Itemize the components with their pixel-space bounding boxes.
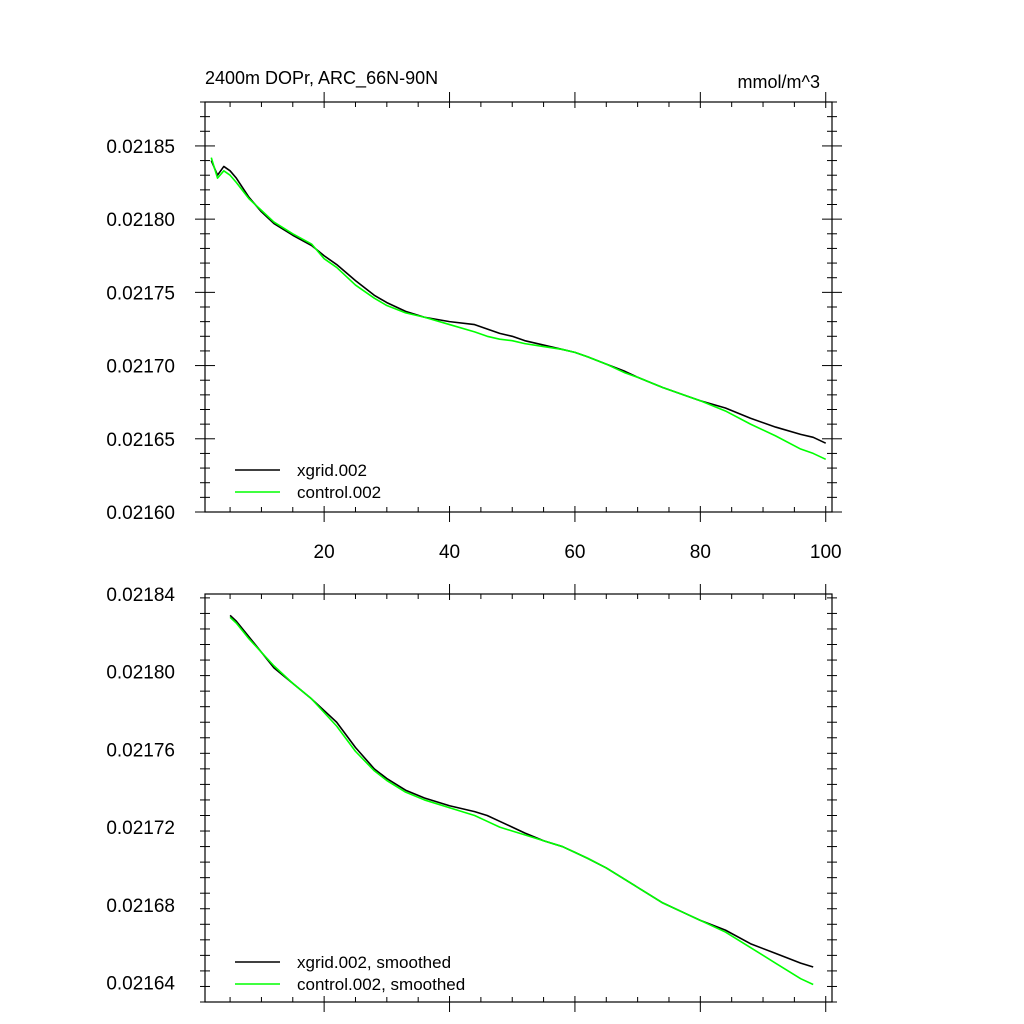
plot-frame xyxy=(204,593,833,1003)
units-label: mmol/m^3 xyxy=(738,72,820,92)
y-tick-label: 0.02165 xyxy=(106,430,175,451)
y-tick-label: 0.02185 xyxy=(106,137,175,158)
series-line-control xyxy=(229,616,814,986)
y-tick-label: 0.02164 xyxy=(106,974,175,995)
x-tick-label: 100 xyxy=(810,542,842,563)
y-tick-label: 0.02176 xyxy=(106,740,175,761)
plot-frame xyxy=(204,101,833,513)
series-line-xgrid xyxy=(210,160,827,444)
y-tick-label: 0.02160 xyxy=(106,503,175,524)
y-tick-label: 0.02172 xyxy=(106,818,175,839)
series-line-xgrid xyxy=(229,614,814,968)
y-tick-label: 0.02180 xyxy=(106,663,175,684)
y-tick-label: 0.02175 xyxy=(106,283,175,304)
x-tick-label: 40 xyxy=(439,542,460,563)
y-tick-label: 0.02180 xyxy=(106,210,175,231)
x-tick-label: 20 xyxy=(314,542,335,563)
legend-label: xgrid.002 xyxy=(297,461,367,480)
panel-top: 20 40 60 80 100 0.02160 0.02165 0.02170 0.02175 0… xyxy=(106,68,842,563)
legend-label: control.002 xyxy=(297,483,381,502)
y-tick-label: 0.02184 xyxy=(106,585,175,606)
legend-label: xgrid.002, smoothed xyxy=(297,953,451,972)
y-tick-label: 0.02168 xyxy=(106,896,175,917)
x-tick-label: 60 xyxy=(564,542,585,563)
x-tick-label: 80 xyxy=(690,542,711,563)
series-line-control xyxy=(210,157,827,461)
panel-bottom: 0.02164 0.02168 0.02172 0.02176 0.02180 0.021… xyxy=(106,584,837,1012)
chart-title: 2400m DOPr, ARC_66N-90N xyxy=(205,68,438,89)
y-tick-label: 0.02170 xyxy=(106,357,175,378)
legend-label: control.002, smoothed xyxy=(297,975,465,994)
